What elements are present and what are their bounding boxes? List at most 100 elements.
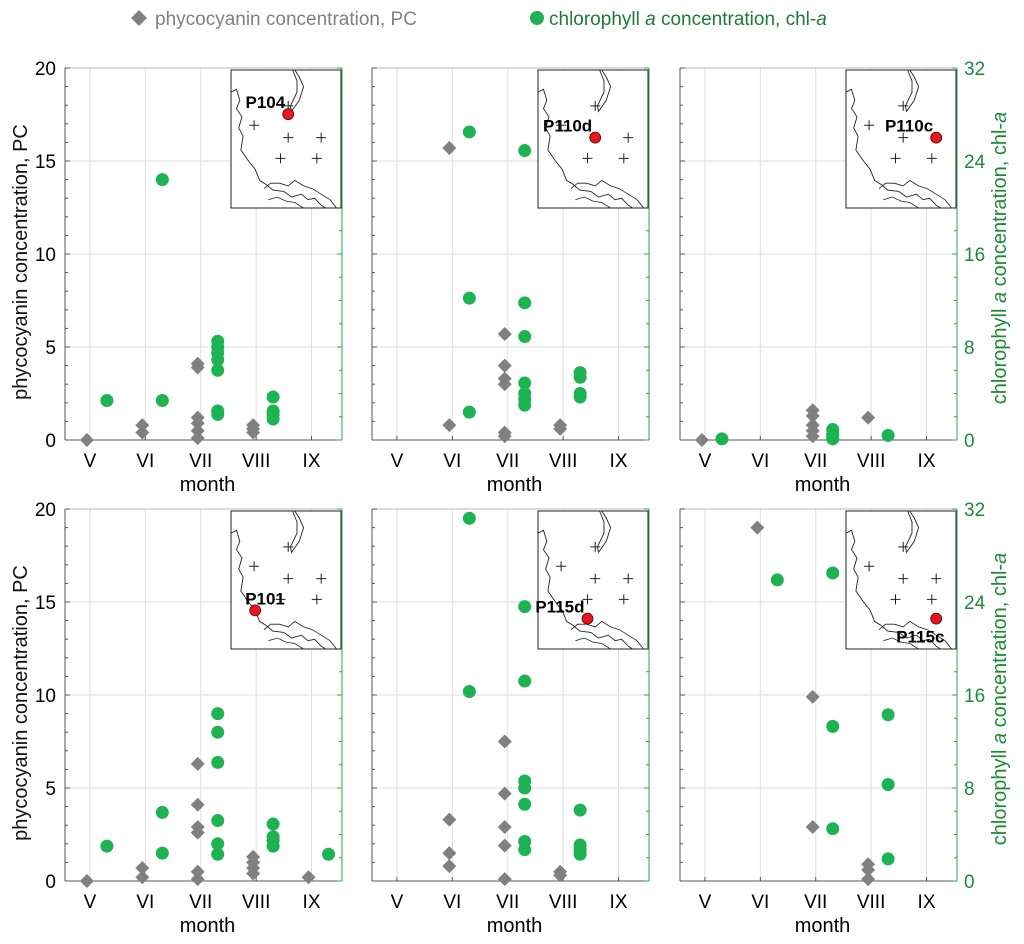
chl-point bbox=[462, 125, 476, 139]
river bbox=[570, 620, 644, 650]
y-axis-label-right: chlorophyll a concentration, chl-a bbox=[989, 112, 1011, 404]
chl-point bbox=[322, 847, 336, 861]
river bbox=[575, 196, 611, 209]
station-marker bbox=[249, 604, 262, 617]
station-cross bbox=[898, 100, 909, 111]
station-cross bbox=[864, 120, 875, 131]
chl-point bbox=[211, 707, 225, 721]
chl-point bbox=[770, 573, 784, 587]
pc-point bbox=[190, 820, 205, 835]
y-tick-label-right: 8 bbox=[964, 338, 975, 359]
y-tick-label-right: 0 bbox=[964, 872, 975, 893]
chl-point bbox=[518, 797, 532, 811]
inset-map: P110d bbox=[537, 69, 649, 209]
chl-point bbox=[462, 685, 476, 699]
legend: phycocyanin concentration, PC chlorophyl… bbox=[131, 9, 827, 30]
chl-point bbox=[211, 334, 225, 348]
station-cross bbox=[316, 573, 327, 584]
x-axis-label: month bbox=[180, 474, 236, 496]
station-label: P110d bbox=[543, 117, 592, 136]
panel-P101: V VI VII VIII IX month 0 5 10 15 20 phycocyanin con… bbox=[10, 500, 343, 937]
station-label: P115d bbox=[535, 598, 584, 617]
station-cross bbox=[582, 594, 593, 605]
x-axis-label: month bbox=[487, 915, 543, 937]
chl-point bbox=[518, 387, 532, 400]
station-cross bbox=[898, 541, 909, 552]
chl-point bbox=[211, 837, 225, 851]
river bbox=[268, 196, 304, 209]
chl-point bbox=[462, 511, 476, 525]
pc-point bbox=[805, 820, 820, 835]
y-tick-label-right: 8 bbox=[964, 779, 975, 800]
station-cross bbox=[623, 132, 634, 143]
pc-point bbox=[497, 425, 512, 440]
chl-point bbox=[155, 173, 169, 187]
pc-point bbox=[442, 846, 457, 861]
coastline bbox=[230, 529, 326, 650]
station-cross bbox=[316, 132, 327, 143]
pc-point bbox=[442, 859, 457, 874]
pc-point bbox=[135, 425, 150, 440]
pc-point bbox=[750, 520, 765, 535]
x-tick-label: IX bbox=[303, 892, 321, 913]
pc-point bbox=[246, 418, 261, 433]
station-cross bbox=[283, 132, 294, 143]
station-label: P110c bbox=[885, 117, 933, 136]
pc-point bbox=[190, 356, 205, 371]
chl-point bbox=[266, 404, 280, 418]
pc-point bbox=[190, 431, 205, 446]
river bbox=[570, 179, 644, 209]
chl-point bbox=[573, 838, 587, 852]
pc-point bbox=[442, 140, 457, 155]
chl-point bbox=[155, 805, 169, 819]
chl-point bbox=[573, 366, 587, 380]
x-tick-label: IX bbox=[303, 451, 321, 472]
chl-point bbox=[881, 428, 895, 442]
coastline bbox=[845, 529, 941, 650]
station-marker bbox=[581, 612, 594, 625]
x-tick-label: V bbox=[699, 451, 712, 472]
station-cross bbox=[249, 561, 260, 572]
station-cross bbox=[864, 561, 875, 572]
river bbox=[575, 637, 611, 650]
chl-point bbox=[211, 725, 225, 739]
chl-point bbox=[518, 774, 532, 788]
chl-point bbox=[266, 390, 280, 404]
pc-point bbox=[190, 864, 205, 879]
pc-point bbox=[861, 410, 876, 425]
station-label: P115c bbox=[896, 628, 944, 647]
station-cross bbox=[931, 573, 942, 584]
station-cross bbox=[590, 100, 601, 111]
station-cross bbox=[590, 573, 601, 584]
pc-point bbox=[497, 358, 512, 373]
pc-point bbox=[79, 874, 94, 888]
pc-point bbox=[497, 872, 512, 887]
pc-point bbox=[694, 433, 709, 447]
station-cross bbox=[898, 573, 909, 584]
x-tick-label: V bbox=[391, 892, 404, 913]
chl-point bbox=[462, 405, 476, 419]
pc-point bbox=[442, 418, 457, 433]
y-tick-label-right: 32 bbox=[964, 59, 985, 80]
x-tick-label: VII bbox=[189, 451, 212, 472]
pc-point bbox=[553, 864, 568, 879]
pc-point bbox=[301, 870, 316, 885]
legend-pc-marker bbox=[131, 10, 147, 26]
station-cross bbox=[556, 120, 567, 131]
y-axis-label-left: phycocyanin concentration, PC bbox=[10, 124, 32, 400]
chl-point bbox=[518, 376, 532, 390]
station-marker bbox=[282, 108, 295, 121]
chl-point bbox=[881, 708, 895, 722]
pc-point bbox=[553, 418, 568, 433]
x-axis-label: month bbox=[795, 474, 851, 496]
pc-point bbox=[805, 418, 820, 433]
pc-point bbox=[190, 797, 205, 812]
station-cross bbox=[890, 153, 901, 164]
x-tick-label: VI bbox=[443, 892, 461, 913]
pc-point bbox=[135, 870, 150, 885]
station-cross bbox=[311, 153, 322, 164]
chl-point bbox=[826, 566, 840, 580]
x-tick-label: IX bbox=[918, 451, 936, 472]
y-tick-label-left: 0 bbox=[45, 431, 56, 452]
